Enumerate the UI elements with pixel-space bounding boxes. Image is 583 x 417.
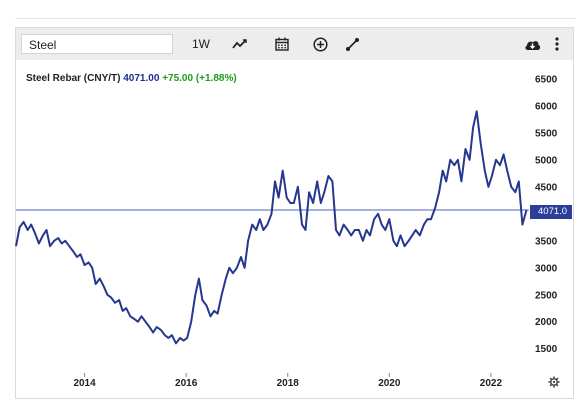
cloud-download-icon[interactable]	[520, 33, 544, 55]
legend-name: Steel Rebar (CNY/T)	[26, 73, 121, 84]
add-indicator-icon[interactable]	[306, 33, 334, 55]
y-tick-label: 3500	[535, 236, 558, 247]
x-tick-label: 2022	[480, 378, 503, 389]
draw-tool-icon[interactable]	[338, 33, 366, 55]
y-tick-label: 5000	[535, 155, 558, 166]
y-tick-label: 6500	[535, 74, 558, 85]
series-line	[15, 110, 528, 345]
y-tick-label: 2500	[535, 290, 558, 301]
last-price-tag: 4071.0	[530, 205, 572, 219]
x-tick-label: 2014	[73, 378, 96, 389]
y-tick-label: 1500	[535, 344, 558, 355]
chart-toolbar: Steel 1W	[16, 28, 573, 60]
chart-legend: Steel Rebar (CNY/T) 4071.00 +75.00 (+1.8…	[26, 73, 237, 84]
x-tick-label: 2020	[378, 378, 401, 389]
more-options-icon[interactable]	[548, 33, 566, 55]
symbol-search-input[interactable]: Steel	[21, 34, 173, 54]
y-tick-label: 6000	[535, 101, 558, 112]
y-tick-label: 2000	[535, 317, 558, 328]
interval-button[interactable]: 1W	[192, 37, 210, 51]
legend-value: 4071.00	[123, 73, 160, 84]
y-axis: 1500200025003000350040004500500055006000…	[535, 74, 558, 355]
chart-widget: Steel 1W	[15, 27, 574, 399]
calendar-icon[interactable]	[268, 33, 296, 55]
line-chart-icon[interactable]	[226, 33, 254, 55]
x-tick-label: 2018	[277, 378, 300, 389]
settings-gear-icon[interactable]	[546, 374, 562, 390]
y-tick-label: 5500	[535, 128, 558, 139]
y-tick-label: 3000	[535, 263, 558, 274]
x-tick-label: 2016	[175, 378, 198, 389]
top-divider	[15, 18, 576, 19]
y-tick-label: 4500	[535, 182, 558, 193]
x-axis: 2014 2016 2018 2020 2022	[73, 373, 502, 389]
legend-change: +75.00 (+1.88%)	[162, 73, 237, 84]
